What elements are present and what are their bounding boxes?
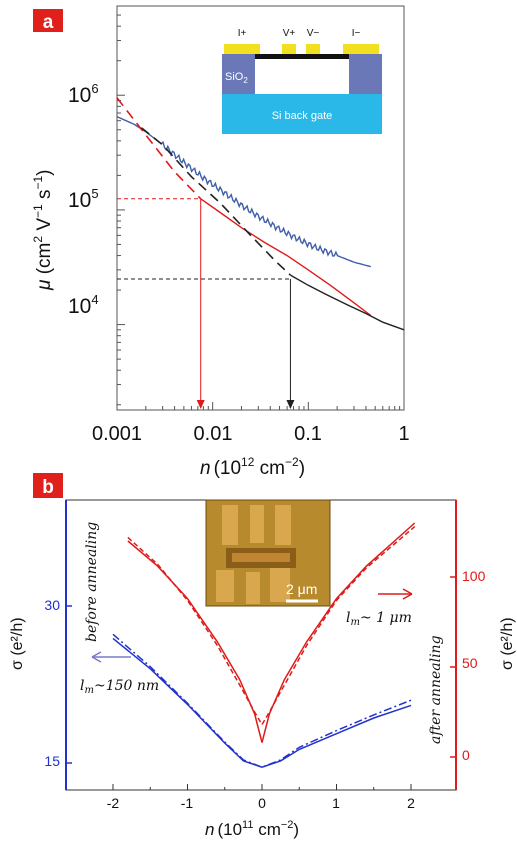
a-series-line-3	[290, 274, 405, 331]
xtick-label-1: 1	[398, 423, 409, 445]
contact-i-plus	[224, 44, 260, 54]
xtick-label-0.1: 0.1	[294, 423, 322, 445]
sio2-label: SiO2	[225, 71, 248, 85]
b-series-line-1	[112, 633, 412, 769]
xtick-label-0.01: 0.01	[194, 423, 233, 445]
b-xtick-0: 0	[258, 795, 266, 811]
ytick-label-1e5: 105	[68, 186, 99, 212]
right-ytick-0: 0	[462, 747, 470, 763]
panel-b: b 2 μm 30 15 100 50 0 -2 -1	[9, 473, 516, 839]
ytick-label-1e4: 104	[68, 292, 99, 318]
sio2-right	[349, 54, 382, 94]
panel-a-xaxis-title: n (1012 cm−2)	[200, 455, 305, 479]
a-series-line-4	[140, 127, 291, 276]
graphene-bridge	[255, 54, 349, 59]
panel-b-left-ylabel: σ (e²/h)	[9, 617, 26, 670]
lm-before-label: lm~150 nm	[80, 678, 159, 696]
contact-label-v-plus: V+	[283, 28, 296, 39]
device-sem-inset: 2 μm	[205, 499, 331, 607]
contact-label-i-minus: I−	[352, 28, 361, 39]
panel-a-badge-letter: a	[43, 12, 54, 33]
panel-a-ticks	[116, 5, 405, 410]
right-ytick-100: 100	[462, 568, 486, 584]
a-series-line-2	[116, 97, 202, 200]
a-series-line-1	[200, 198, 372, 317]
left-ytick-15: 15	[44, 753, 60, 769]
b-series-line-3	[127, 526, 416, 727]
panel-b-right-ylabel: σ (e²/h)	[499, 617, 516, 670]
contact-label-v-minus: V−	[307, 28, 320, 39]
lm-after-label: lm~ 1 μm	[346, 610, 412, 628]
panel-a-series	[116, 97, 405, 409]
panel-b-ticks	[66, 576, 456, 790]
scale-bar-label: 2 μm	[286, 581, 317, 597]
xtick-label-0.001: 0.001	[92, 423, 142, 445]
after-annealing-label: after annealing	[428, 635, 444, 744]
panel-a-yaxis-title: μ (cm2 V−1 s−1)	[31, 170, 55, 291]
panel-b-badge-letter: b	[42, 477, 54, 498]
ytick-label-1e6: 106	[68, 81, 99, 107]
panel-b-badge	[33, 473, 63, 498]
b-xtick-1: 1	[332, 795, 340, 811]
before-annealing-label: before annealing	[84, 522, 100, 642]
sio2-left	[222, 54, 255, 94]
panel-a: a 106 105 104 0.001 0.01 0.1 1 n (1012 cm…	[31, 5, 410, 479]
b-xtick-2: 2	[407, 795, 415, 811]
b-xtick--2: -2	[107, 795, 120, 811]
b-series-line-0	[112, 637, 412, 768]
b-xtick--1: -1	[181, 795, 194, 811]
arrow-before-left	[91, 651, 131, 663]
device-schematic-inset: Si back gate SiO2 I+ V+ V− I−	[222, 28, 382, 134]
contact-v-minus	[306, 44, 320, 54]
panel-a-plot-frame	[116, 5, 405, 411]
right-ytick-50: 50	[462, 655, 478, 671]
contact-v-plus	[282, 44, 296, 54]
panel-b-xaxis-title: n (1011 cm−2)	[205, 819, 299, 839]
a-reference-arrow-1	[286, 400, 295, 409]
b-series-line-2	[127, 522, 416, 743]
contact-label-i-plus: I+	[238, 28, 247, 39]
a-reference-arrow-0	[196, 400, 205, 409]
panel-a-badge	[33, 9, 63, 32]
si-back-gate-label: Si back gate	[272, 110, 333, 122]
contact-i-minus	[343, 44, 379, 54]
arrow-after-right	[378, 588, 413, 600]
panel-b-series	[112, 522, 416, 769]
si-back-gate	[222, 94, 382, 134]
left-ytick-30: 30	[44, 597, 60, 613]
